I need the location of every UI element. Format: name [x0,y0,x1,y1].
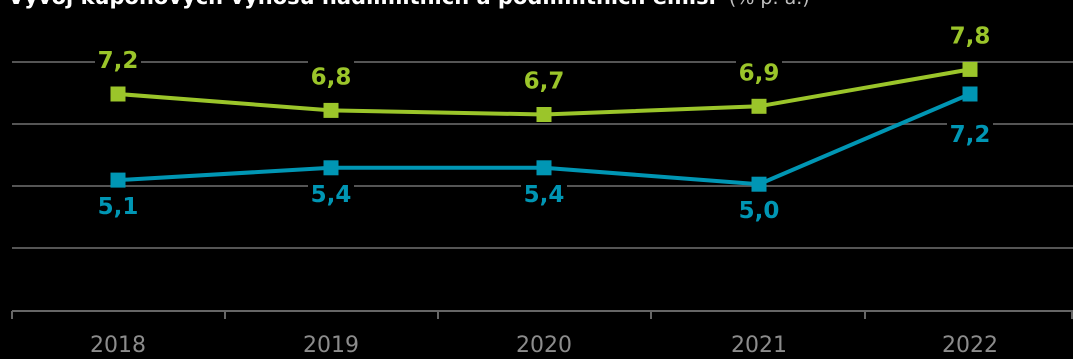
x-tick-label-2019: 2019 [303,333,359,358]
data-label-bg-0-3 [736,56,782,87]
chart-title: Vývoj kupónových výnosů nadlimitních a p… [8,0,810,9]
data-point-0-2021 [751,98,767,114]
x-tick-label-2021: 2021 [731,333,787,358]
data-label-1-2019: 5,4 [311,182,352,208]
data-label-0-2018: 7,2 [98,48,139,74]
data-label-1-2021: 5,0 [739,198,780,224]
data-label-1-2022: 7,2 [950,122,991,148]
x-tick-label-2020: 2020 [516,333,572,358]
series-1: 5,1 5,4 5,4 5,0 7,2 [95,86,993,225]
data-label-0-2021: 6,9 [739,60,780,86]
data-point-0-2020 [536,107,552,122]
data-label-bg-0-1 [308,60,354,91]
data-label-1-2020: 5,4 [524,182,565,208]
series-group: 7,2 6,8 6,7 6,9 7,8 5,1 5,4 5,4 5,0 7,2 [95,19,993,225]
data-label-bg-1-3 [736,194,782,225]
data-label-bg-1-4 [947,118,993,148]
x-axis: 2018 2019 2020 2021 2022 [11,310,1073,358]
data-label-0-2022: 7,8 [950,23,991,49]
data-label-bg-1-1 [308,177,354,208]
data-point-1-2022 [962,86,978,102]
x-tick-label-2022: 2022 [942,333,998,358]
data-label-0-2020: 6,7 [524,69,565,95]
series-0: 7,2 6,8 6,7 6,9 7,8 [95,19,993,122]
data-point-1-2021 [751,176,767,192]
x-tick-label-2018: 2018 [90,333,146,358]
data-label-bg-0-4 [947,19,993,50]
data-point-1-2020 [536,160,552,176]
data-label-bg-0-0 [95,44,141,74]
chart-title-main: Vývoj kupónových výnosů nadlimitních a p… [8,0,718,9]
chart-title-unit: (% p. a.) [729,0,810,9]
data-point-0-2022 [962,61,978,77]
data-label-bg-1-0 [95,190,141,221]
data-label-0-2019: 6,8 [311,64,352,90]
data-label-1-2018: 5,1 [98,194,139,220]
data-label-bg-1-2 [521,177,567,208]
data-point-0-2019 [323,102,339,118]
data-point-1-2019 [323,160,339,176]
data-point-0-2018 [110,86,126,102]
data-label-bg-0-2 [521,64,567,95]
data-point-1-2018 [110,172,126,188]
